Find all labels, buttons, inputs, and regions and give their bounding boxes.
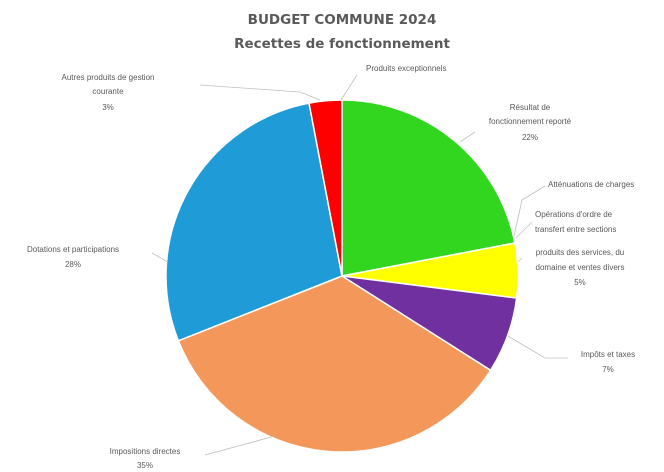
leader-impots-taxes bbox=[507, 335, 568, 359]
pie-slice-5 bbox=[177, 275, 492, 453]
pie-slice-7 bbox=[308, 99, 343, 277]
leader-impositions bbox=[204, 435, 276, 456]
slice-label-dotations-1: 28% bbox=[65, 260, 81, 269]
pie-slice-6 bbox=[165, 102, 343, 342]
pie-slice-0 bbox=[341, 99, 516, 277]
slice-label-resultat-2: 22% bbox=[522, 133, 538, 142]
leader-produits-services bbox=[517, 257, 523, 263]
slice-label-impositions-0: Impositions directes bbox=[110, 447, 181, 456]
chart-subtitle: Recettes de fonctionnement bbox=[234, 36, 450, 52]
slice-label-attenuations-0: Atténuations de charges bbox=[548, 180, 634, 189]
slice-label-autres-1: courante bbox=[92, 87, 124, 96]
leader-resultat bbox=[459, 131, 476, 143]
leader-autres bbox=[199, 84, 321, 101]
slice-label-resultat-0: Résultat de bbox=[510, 103, 551, 112]
slice-label-operations-0: Opérations d'ordre de bbox=[535, 210, 613, 219]
slice-label-produits-services-1: domaine et ventes divers bbox=[536, 263, 625, 272]
slice-label-produits-services-2: 5% bbox=[574, 278, 586, 287]
slice-label-impots-taxes-1: 7% bbox=[602, 365, 614, 374]
slice-label-autres-0: Autres produits de gestion bbox=[62, 73, 155, 82]
slice-label-operations-1: transfert entre sections bbox=[535, 225, 616, 234]
slice-label-resultat-1: fonctionnement reporté bbox=[489, 117, 572, 126]
leader-lines bbox=[151, 74, 568, 456]
leader-exceptionnels bbox=[340, 74, 358, 101]
slice-label-exceptionnels-0: Produits exceptionnels bbox=[366, 64, 447, 73]
slice-label-produits-services-0: produits des services, du bbox=[536, 248, 625, 257]
leader-operations bbox=[515, 221, 533, 239]
pie-slices bbox=[165, 99, 519, 453]
slice-label-impots-taxes-0: Impôts et taxes bbox=[581, 350, 635, 359]
slice-label-dotations-0: Dotations et participations bbox=[27, 245, 119, 254]
leader-dotations bbox=[151, 252, 169, 263]
slice-label-autres-2: 3% bbox=[102, 103, 114, 112]
leader-attenuations bbox=[513, 185, 546, 237]
chart-title: BUDGET COMMUNE 2024 bbox=[248, 12, 437, 28]
slice-label-impositions-1: 35% bbox=[137, 461, 153, 470]
slice-labels: Résultat de fonctionnement reporté 22% Atté… bbox=[27, 64, 635, 470]
